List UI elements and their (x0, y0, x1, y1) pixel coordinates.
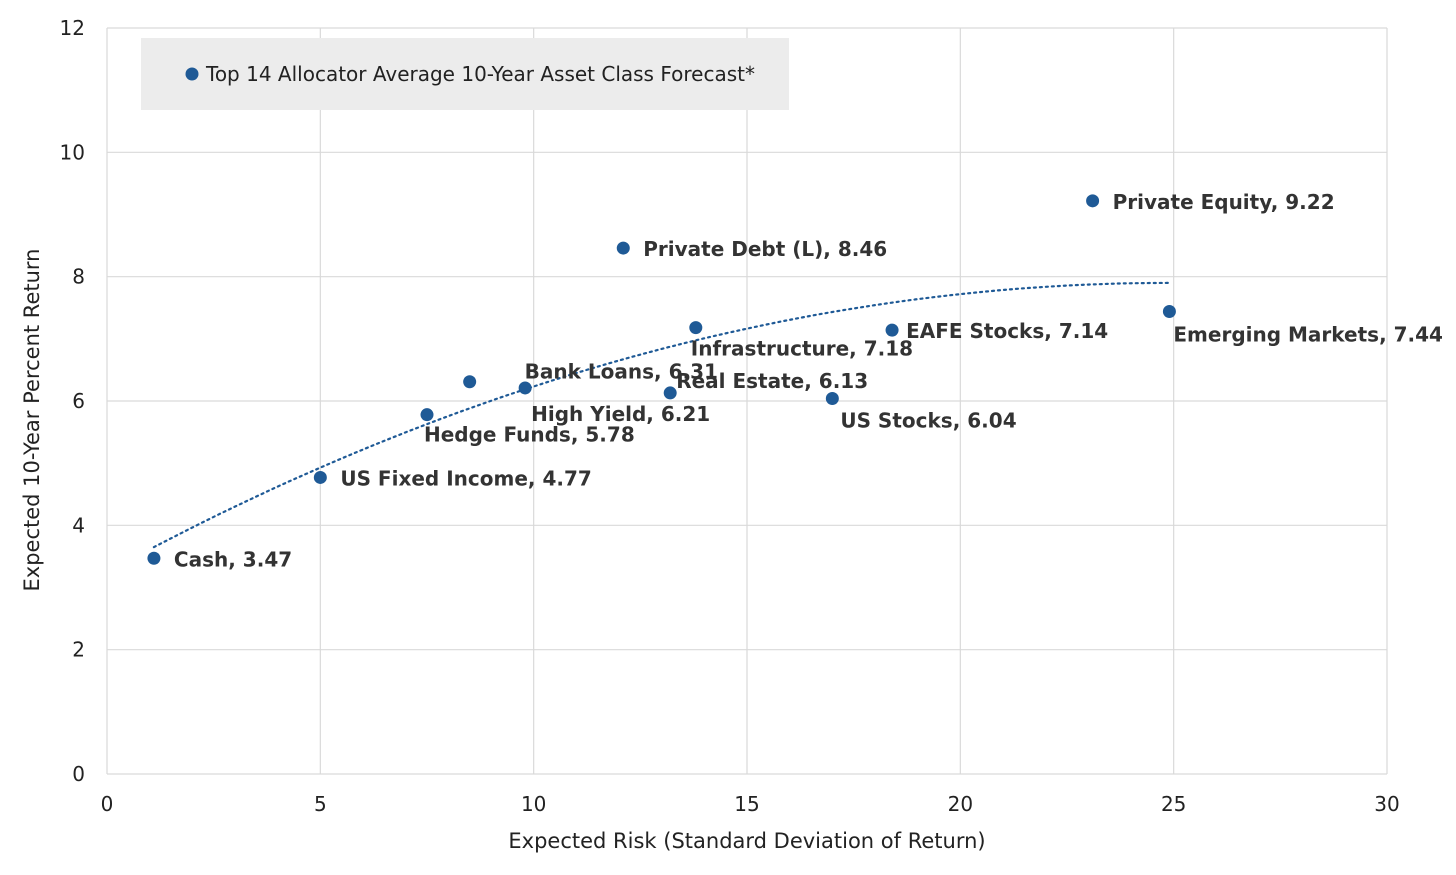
data-label: Bank Loans, 6.31 (525, 360, 718, 384)
point-labels-layer: Cash, 3.47 US Fixed Income, 4.77 Hedge Fun… (174, 190, 1443, 571)
x-tick-label: 10 (521, 792, 546, 816)
y-tick-label: 10 (60, 140, 85, 164)
data-point (1162, 304, 1176, 318)
data-label: Hedge Funds, 5.78 (424, 423, 635, 447)
legend: Top 14 Allocator Average 10-Year Asset C… (141, 38, 789, 110)
x-tick-label: 25 (1161, 792, 1186, 816)
axis-layer: 0 5 10 15 20 25 30 0 2 4 6 8 10 12 (60, 16, 1400, 816)
y-axis-title: Expected 10-Year Percent Return (20, 249, 44, 592)
data-label: US Stocks, 6.04 (840, 409, 1016, 433)
x-tick-label: 5 (314, 792, 327, 816)
points-layer (147, 194, 1176, 565)
data-label: Cash, 3.47 (174, 547, 292, 571)
data-point (689, 321, 703, 335)
data-point (463, 375, 477, 389)
data-point (313, 470, 327, 484)
y-tick-label: 12 (60, 16, 85, 40)
legend-background (141, 38, 789, 110)
y-tick-label: 6 (72, 389, 85, 413)
data-label: US Fixed Income, 4.77 (340, 466, 591, 490)
data-point (885, 323, 899, 337)
data-label: Infrastructure, 7.18 (691, 337, 913, 361)
legend-marker (185, 67, 199, 81)
data-point (1086, 194, 1100, 208)
data-label: Private Equity, 9.22 (1113, 190, 1335, 214)
x-tick-label: 30 (1374, 792, 1399, 816)
data-point (420, 408, 434, 422)
data-point (663, 386, 677, 400)
data-label: High Yield, 6.21 (531, 402, 710, 426)
data-label: Private Debt (L), 8.46 (643, 237, 887, 261)
y-tick-label: 2 (72, 638, 85, 662)
grid-layer (106, 27, 1388, 775)
legend-label: Top 14 Allocator Average 10-Year Asset C… (205, 62, 755, 86)
trendline (152, 281, 1171, 549)
x-tick-label: 0 (101, 792, 114, 816)
y-tick-label: 8 (72, 265, 85, 289)
x-tick-label: 15 (734, 792, 759, 816)
data-label: Real Estate, 6.13 (676, 369, 868, 393)
data-label: EAFE Stocks, 7.14 (906, 319, 1108, 343)
x-axis-title: Expected Risk (Standard Deviation of Ret… (508, 829, 985, 853)
data-point (147, 551, 161, 565)
data-point (825, 392, 839, 406)
y-tick-label: 0 (72, 762, 85, 786)
data-label: Emerging Markets, 7.44 (1173, 322, 1443, 346)
x-tick-label: 20 (948, 792, 973, 816)
data-point (518, 381, 532, 395)
y-tick-label: 4 (72, 513, 85, 537)
trendline-layer (152, 281, 1171, 549)
data-point (616, 241, 630, 255)
